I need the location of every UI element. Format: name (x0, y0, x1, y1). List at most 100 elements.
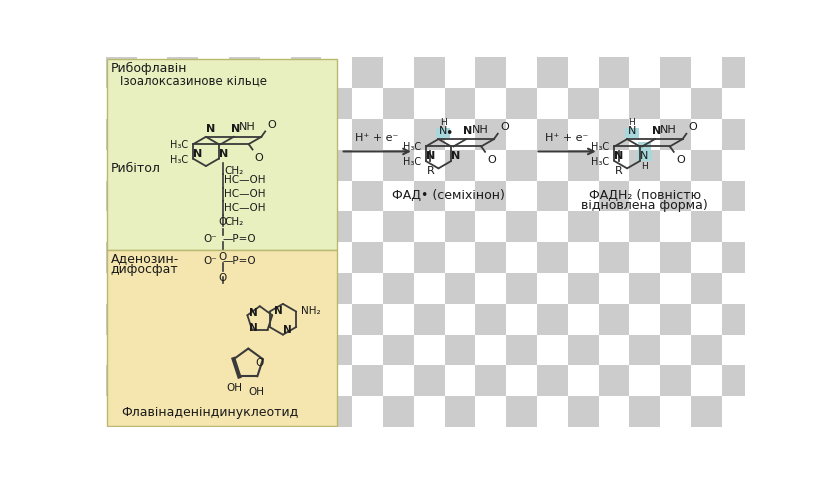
Bar (598, 151, 629, 181)
Bar (352, 120, 383, 151)
Bar (168, 89, 198, 120)
Bar (445, 59, 476, 89)
Bar (476, 274, 506, 304)
Bar (445, 396, 476, 427)
Bar (629, 0, 660, 28)
Bar (753, 243, 784, 274)
Bar (537, 243, 568, 274)
Bar (352, 0, 383, 28)
Bar (137, 28, 168, 59)
Bar (198, 59, 229, 89)
Bar (691, 151, 722, 181)
Bar (660, 396, 691, 427)
Bar (506, 120, 537, 151)
Bar (537, 335, 568, 366)
Bar (660, 304, 691, 335)
Bar (568, 120, 598, 151)
Bar (260, 274, 290, 304)
Bar (568, 59, 598, 89)
Bar (598, 59, 629, 89)
Bar (506, 89, 537, 120)
Bar (229, 0, 260, 28)
Text: N: N (193, 149, 203, 158)
Bar (168, 243, 198, 274)
Bar (660, 212, 691, 243)
Bar (537, 151, 568, 181)
Bar (476, 89, 506, 120)
Bar (753, 304, 784, 335)
Bar (168, 304, 198, 335)
Bar (537, 274, 568, 304)
Bar (414, 396, 445, 427)
Bar (722, 181, 753, 212)
Bar (321, 212, 352, 243)
Bar (506, 28, 537, 59)
Bar (476, 335, 506, 366)
Bar (383, 274, 414, 304)
Bar (691, 181, 722, 212)
Text: OH: OH (227, 383, 242, 393)
Bar (476, 151, 506, 181)
Bar (352, 151, 383, 181)
Bar (383, 243, 414, 274)
Bar (290, 181, 321, 212)
Bar (321, 0, 352, 28)
Bar (476, 396, 506, 427)
Bar (414, 212, 445, 243)
Bar (260, 396, 290, 427)
Text: O⁻: O⁻ (203, 255, 217, 265)
Bar (537, 89, 568, 120)
Bar (629, 120, 660, 151)
Bar (476, 304, 506, 335)
Bar (537, 366, 568, 396)
Text: NH: NH (661, 124, 677, 134)
Bar (414, 274, 445, 304)
Text: O: O (255, 358, 263, 368)
Bar (568, 366, 598, 396)
Bar (414, 304, 445, 335)
Text: •: • (446, 127, 453, 140)
Bar (137, 181, 168, 212)
Bar (414, 335, 445, 366)
Text: N: N (439, 126, 447, 136)
Bar (352, 366, 383, 396)
Bar (290, 59, 321, 89)
Text: H⁺ + e⁻: H⁺ + e⁻ (355, 133, 398, 143)
Bar (722, 366, 753, 396)
Text: N: N (452, 151, 461, 161)
Bar (629, 59, 660, 89)
Text: N: N (614, 151, 623, 161)
Bar (476, 181, 506, 212)
Bar (537, 212, 568, 243)
Bar (137, 151, 168, 181)
Bar (290, 212, 321, 243)
Bar (445, 366, 476, 396)
Bar (168, 181, 198, 212)
Bar (260, 89, 290, 120)
Bar (476, 243, 506, 274)
Bar (137, 304, 168, 335)
Bar (290, 274, 321, 304)
Text: Ізоалоксазинове кільце: Ізоалоксазинове кільце (120, 74, 266, 87)
Bar (445, 274, 476, 304)
Bar (106, 151, 137, 181)
Bar (290, 120, 321, 151)
Bar (753, 274, 784, 304)
Text: NH₂: NH₂ (301, 305, 321, 315)
Bar (137, 120, 168, 151)
Bar (568, 181, 598, 212)
Text: H₃C: H₃C (170, 140, 188, 150)
Bar (598, 120, 629, 151)
Bar (352, 28, 383, 59)
Bar (106, 89, 137, 120)
Bar (321, 89, 352, 120)
Bar (321, 59, 352, 89)
Text: H₃C: H₃C (403, 157, 421, 167)
Text: ФАДН₂ (повністю: ФАДН₂ (повністю (588, 189, 701, 202)
Bar (445, 151, 476, 181)
Bar (229, 243, 260, 274)
Bar (691, 366, 722, 396)
Text: O: O (219, 273, 227, 283)
Bar (753, 151, 784, 181)
Text: Флавінаденіндинуклеотид: Флавінаденіндинуклеотид (121, 405, 299, 418)
